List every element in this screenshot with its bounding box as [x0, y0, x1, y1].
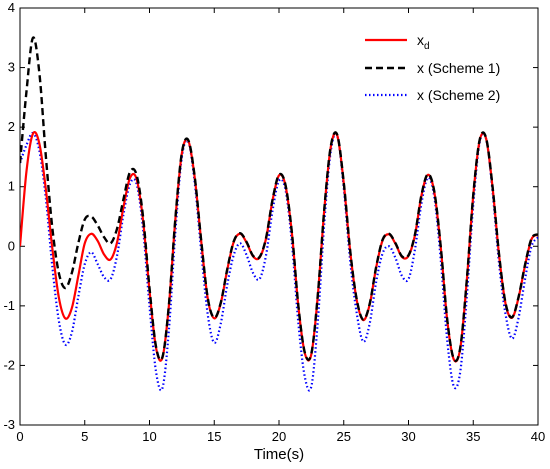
y-tick-label: -3 [3, 417, 15, 432]
series-line-xd [20, 130, 538, 363]
x-tick-label: 25 [337, 429, 351, 444]
x-axis-label: Time(s) [254, 446, 304, 463]
series-layer [20, 36, 538, 392]
legend: xd x (Scheme 1) x (Scheme 2) [365, 32, 500, 103]
x-tick-label: 20 [272, 429, 286, 444]
x-tick-label: 0 [16, 429, 23, 444]
x-tick-label: 15 [207, 429, 221, 444]
legend-label-scheme1: x (Scheme 1) [417, 60, 500, 76]
legend-label-xd: xd [417, 32, 430, 52]
y-tick-label: 1 [8, 179, 15, 194]
x-tick-label: 40 [531, 429, 545, 444]
ticks-layer: 0 5 10 15 20 25 30 35 40 -3 -2 -1 0 1 2 3 4 [3, 0, 545, 444]
x-tick-label: 5 [81, 429, 88, 444]
legend-label-scheme2: x (Scheme 2) [417, 87, 500, 103]
y-tick-label: 0 [8, 238, 15, 253]
x-tick-label: 10 [142, 429, 156, 444]
series-line-s2 [20, 131, 538, 392]
x-tick-label: 30 [401, 429, 415, 444]
legend-label-xd-main: x [417, 32, 424, 48]
y-tick-label: 4 [8, 0, 15, 15]
y-tick-label: -1 [3, 298, 15, 313]
series-line-s1 [20, 36, 538, 363]
x-tick-label: 35 [466, 429, 480, 444]
legend-label-xd-sub: d [424, 41, 430, 52]
y-tick-label: 3 [8, 60, 15, 75]
y-tick-label: -2 [3, 357, 15, 372]
y-tick-label: 2 [8, 119, 15, 134]
